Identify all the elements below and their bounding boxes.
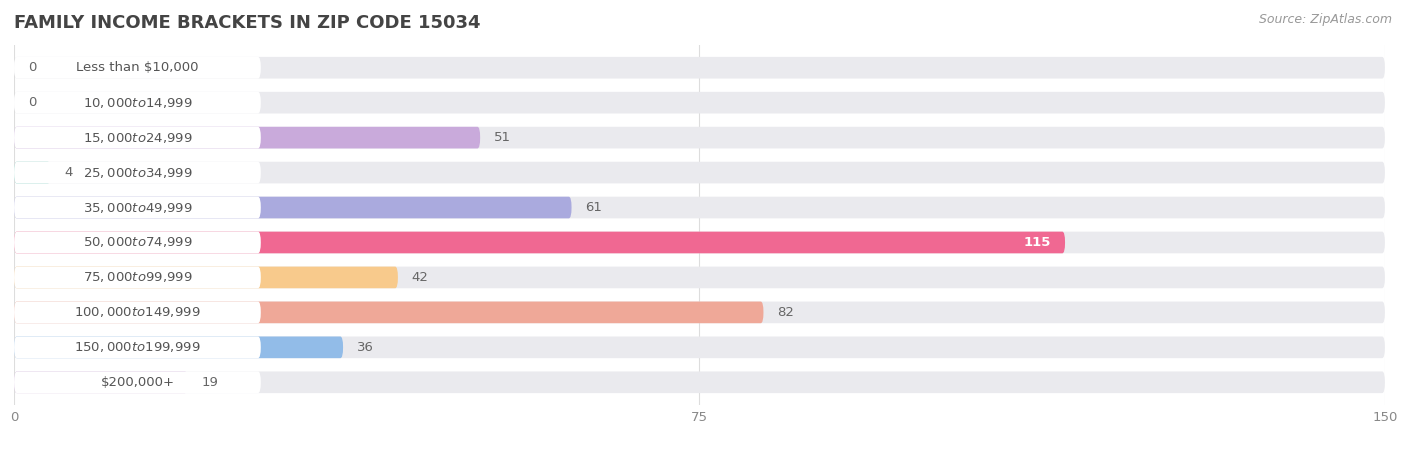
FancyBboxPatch shape (14, 266, 262, 288)
FancyBboxPatch shape (14, 302, 763, 323)
FancyBboxPatch shape (14, 127, 481, 148)
Text: $100,000 to $149,999: $100,000 to $149,999 (75, 306, 201, 320)
Text: 82: 82 (778, 306, 794, 319)
Text: 0: 0 (28, 61, 37, 74)
Text: 4: 4 (65, 166, 73, 179)
FancyBboxPatch shape (14, 92, 1385, 113)
FancyBboxPatch shape (14, 337, 1385, 358)
FancyBboxPatch shape (14, 266, 398, 288)
Text: Less than $10,000: Less than $10,000 (76, 61, 198, 74)
FancyBboxPatch shape (14, 162, 262, 184)
FancyBboxPatch shape (14, 57, 262, 79)
FancyBboxPatch shape (14, 127, 1385, 148)
Text: 19: 19 (201, 376, 218, 389)
FancyBboxPatch shape (14, 302, 262, 323)
Text: 115: 115 (1024, 236, 1052, 249)
Text: 51: 51 (494, 131, 510, 144)
FancyBboxPatch shape (14, 337, 343, 358)
FancyBboxPatch shape (14, 232, 1066, 253)
Text: $10,000 to $14,999: $10,000 to $14,999 (83, 96, 193, 110)
FancyBboxPatch shape (14, 162, 1385, 184)
FancyBboxPatch shape (14, 197, 1385, 218)
FancyBboxPatch shape (14, 57, 1385, 79)
Text: Source: ZipAtlas.com: Source: ZipAtlas.com (1258, 14, 1392, 27)
Text: $200,000+: $200,000+ (100, 376, 174, 389)
Text: 36: 36 (357, 341, 374, 354)
FancyBboxPatch shape (14, 127, 262, 148)
FancyBboxPatch shape (14, 197, 571, 218)
FancyBboxPatch shape (14, 92, 262, 113)
FancyBboxPatch shape (14, 302, 1385, 323)
FancyBboxPatch shape (14, 266, 1385, 288)
Text: $25,000 to $34,999: $25,000 to $34,999 (83, 166, 193, 180)
Text: $75,000 to $99,999: $75,000 to $99,999 (83, 270, 193, 284)
FancyBboxPatch shape (14, 371, 262, 393)
FancyBboxPatch shape (14, 371, 188, 393)
FancyBboxPatch shape (14, 197, 262, 218)
Text: 61: 61 (585, 201, 602, 214)
Text: $150,000 to $199,999: $150,000 to $199,999 (75, 340, 201, 354)
Text: FAMILY INCOME BRACKETS IN ZIP CODE 15034: FAMILY INCOME BRACKETS IN ZIP CODE 15034 (14, 14, 481, 32)
Text: $15,000 to $24,999: $15,000 to $24,999 (83, 130, 193, 144)
FancyBboxPatch shape (14, 371, 1385, 393)
FancyBboxPatch shape (14, 337, 262, 358)
Text: $50,000 to $74,999: $50,000 to $74,999 (83, 235, 193, 249)
Text: $35,000 to $49,999: $35,000 to $49,999 (83, 201, 193, 215)
Text: 42: 42 (412, 271, 429, 284)
FancyBboxPatch shape (14, 162, 51, 184)
Text: 0: 0 (28, 96, 37, 109)
FancyBboxPatch shape (14, 232, 1385, 253)
FancyBboxPatch shape (14, 232, 262, 253)
